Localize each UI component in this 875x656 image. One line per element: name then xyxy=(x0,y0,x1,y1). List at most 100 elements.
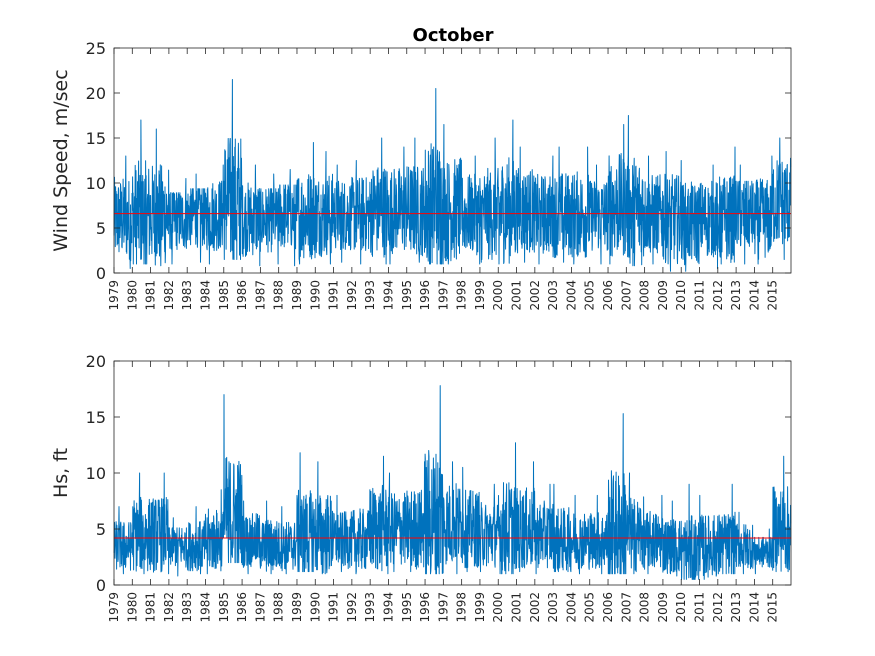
x-tick-label: 1994 xyxy=(381,592,395,623)
x-tick-label: 1985 xyxy=(217,280,231,311)
x-tick-label: 2015 xyxy=(766,280,780,311)
y-axis-label: Wind Speed, m/sec xyxy=(50,69,72,251)
series-line xyxy=(113,385,792,580)
x-tick-label: 2008 xyxy=(638,280,652,311)
y-tick-label: 20 xyxy=(86,352,106,371)
x-tick-label: 2013 xyxy=(729,280,743,311)
x-tick-label: 2010 xyxy=(674,592,688,623)
x-tick-label: 1997 xyxy=(436,280,450,311)
y-tick-label: 5 xyxy=(96,219,106,238)
x-tick-label: 2012 xyxy=(711,592,725,623)
x-tick-label: 1981 xyxy=(144,280,158,311)
x-tick-label: 1998 xyxy=(455,280,469,311)
x-tick-label: 1996 xyxy=(418,592,432,623)
x-tick-label: 1999 xyxy=(473,592,487,623)
x-tick-label: 1997 xyxy=(436,592,450,623)
x-tick-label: 2005 xyxy=(583,592,597,623)
x-tick-label: 2011 xyxy=(693,592,707,623)
x-tick-label: 1983 xyxy=(180,592,194,623)
x-tick-label: 1983 xyxy=(180,280,194,311)
y-tick-label: 0 xyxy=(96,576,106,595)
x-tick-label: 1988 xyxy=(272,592,286,623)
x-tick-label: 1979 xyxy=(107,592,121,623)
series-layer xyxy=(113,385,792,580)
y-tick-label: 15 xyxy=(86,129,106,148)
x-tick-label: 2002 xyxy=(528,280,542,311)
x-tick-label: 1998 xyxy=(455,592,469,623)
axes-frame xyxy=(113,360,792,586)
y-tick-label: 15 xyxy=(86,408,106,427)
y-tick-label: 20 xyxy=(86,84,106,103)
series-layer xyxy=(113,79,792,272)
x-tick-label: 2004 xyxy=(564,592,578,623)
x-tick-label: 2013 xyxy=(729,592,743,623)
y-tick-label: 5 xyxy=(96,520,106,539)
x-tick-label: 1992 xyxy=(345,592,359,623)
x-tick-label: 1991 xyxy=(327,592,341,623)
x-tick-label: 1984 xyxy=(198,592,212,623)
x-tick-label: 1987 xyxy=(253,592,267,623)
y-tick-label: 10 xyxy=(86,174,106,193)
x-tick-label: 1995 xyxy=(400,280,414,311)
x-tick-label: 2003 xyxy=(546,280,560,311)
x-tick-label: 1988 xyxy=(272,280,286,311)
x-tick-label: 1993 xyxy=(363,592,377,623)
chart-title: October xyxy=(413,25,494,46)
x-tick-label: 1989 xyxy=(290,592,304,623)
x-tick-label: 1995 xyxy=(400,592,414,623)
x-tick-label: 2014 xyxy=(747,592,761,623)
x-tick-label: 1990 xyxy=(308,592,322,623)
x-tick-label: 2003 xyxy=(546,592,560,623)
x-tick-label: 2006 xyxy=(601,592,615,623)
x-tick-label: 1987 xyxy=(253,280,267,311)
y-axis-ticks: 0 5 10 15 20 25 xyxy=(86,39,791,283)
y-axis-label: Hs, ft xyxy=(50,448,72,498)
x-tick-label: 2014 xyxy=(747,280,761,311)
y-tick-label: 0 xyxy=(96,264,106,283)
x-axis-ticks: 1979 1980 1981 1982 1983 1984 1985 1986 1987 1988… xyxy=(107,361,780,623)
x-tick-label: 1991 xyxy=(327,280,341,311)
x-tick-label: 2004 xyxy=(564,280,578,311)
x-tick-label: 1996 xyxy=(418,280,432,311)
x-tick-label: 2010 xyxy=(674,280,688,311)
x-tick-label: 1989 xyxy=(290,280,304,311)
x-tick-label: 1992 xyxy=(345,280,359,311)
x-tick-label: 2000 xyxy=(491,280,505,311)
x-tick-label: 2011 xyxy=(693,280,707,311)
x-tick-label: 2007 xyxy=(619,592,633,623)
x-tick-label: 2005 xyxy=(583,280,597,311)
x-tick-label: 2008 xyxy=(638,592,652,623)
x-tick-label: 2007 xyxy=(619,280,633,311)
x-tick-label: 1982 xyxy=(162,280,176,311)
y-tick-label: 25 xyxy=(86,39,106,58)
x-tick-label: 1986 xyxy=(235,592,249,623)
hs-panel: 0 5 10 15 20 1979 1980 1981 1982 1983 1984 1985 198… xyxy=(50,352,792,623)
x-tick-label: 2002 xyxy=(528,592,542,623)
x-tick-label: 2001 xyxy=(510,592,524,623)
y-tick-label: 10 xyxy=(86,464,106,483)
x-tick-label: 1982 xyxy=(162,592,176,623)
x-tick-label: 1985 xyxy=(217,592,231,623)
x-axis-ticks: 1979 1980 1981 1982 1983 1984 1985 1986 1987 1988… xyxy=(107,48,780,311)
x-tick-label: 1993 xyxy=(363,280,377,311)
y-axis-ticks: 0 5 10 15 20 xyxy=(86,352,791,595)
x-tick-label: 1980 xyxy=(125,592,139,623)
x-tick-label: 1981 xyxy=(144,592,158,623)
x-tick-label: 1994 xyxy=(381,280,395,311)
x-tick-label: 1984 xyxy=(198,280,212,311)
axes-frame xyxy=(113,47,792,274)
x-tick-label: 1980 xyxy=(125,280,139,311)
x-tick-label: 1986 xyxy=(235,280,249,311)
x-tick-label: 2009 xyxy=(656,592,670,623)
x-tick-label: 2006 xyxy=(601,280,615,311)
x-tick-label: 2012 xyxy=(711,280,725,311)
x-tick-label: 2015 xyxy=(766,592,780,623)
x-tick-label: 2009 xyxy=(656,280,670,311)
x-tick-label: 2001 xyxy=(510,280,524,311)
x-tick-label: 1999 xyxy=(473,280,487,311)
x-tick-label: 1990 xyxy=(308,280,322,311)
x-tick-label: 1979 xyxy=(107,280,121,311)
x-tick-label: 2000 xyxy=(491,592,505,623)
